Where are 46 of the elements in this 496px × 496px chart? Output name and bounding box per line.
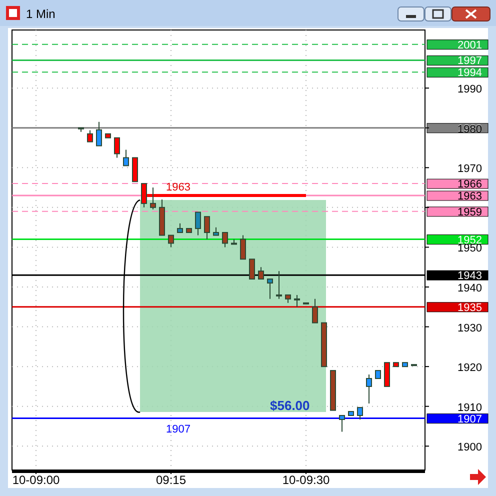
ref-line-label: 1959: [458, 206, 482, 218]
candlestick: [195, 212, 201, 236]
candlestick: [123, 149, 129, 166]
chart-title: 1 Min: [26, 7, 56, 21]
candlestick: [249, 258, 255, 280]
ref-line-label: 1943: [458, 270, 482, 282]
candlestick: [87, 130, 93, 142]
candlestick: [240, 234, 246, 260]
ref-line-label: 1935: [458, 302, 482, 314]
candlestick: [114, 137, 120, 158]
y-tick-label: 1920: [458, 362, 482, 374]
candlestick: [258, 266, 264, 280]
candlestick: [150, 187, 156, 210]
ref-line-label: 1966: [458, 178, 482, 191]
candlestick: [294, 294, 300, 308]
candlestick: [222, 232, 228, 248]
annotation: 1907: [166, 423, 190, 436]
candlestick: [168, 234, 174, 248]
y-tick-label: 1990: [458, 84, 482, 96]
x-tick-label: 10-09:00: [12, 473, 60, 487]
ref-line-label: 2001: [458, 39, 482, 52]
ref-line-label: 1994: [458, 67, 482, 80]
candlestick: [357, 407, 363, 420]
y-tick-label: 1910: [458, 402, 482, 414]
x-tick-label: 10-09:30: [282, 473, 330, 487]
candlestick: [276, 270, 282, 300]
y-tick-label: 1970: [458, 163, 482, 176]
y-tick-label: 1900: [458, 442, 482, 454]
candlestick: [384, 362, 390, 387]
candlestick: [267, 278, 273, 300]
candlestick: [177, 222, 183, 233]
annotation: $56.00: [270, 398, 310, 413]
candlestick: [204, 216, 210, 240]
candlestick: [96, 121, 102, 146]
y-tick-label: 1980: [458, 123, 482, 136]
ref-line-label: 1997: [458, 55, 482, 68]
x-tick-label: 09:15: [156, 473, 186, 487]
candlestick: [366, 374, 372, 404]
ref-line-label: 1907: [458, 413, 482, 426]
candlestick: [132, 157, 138, 182]
y-tick-label: 1930: [458, 322, 482, 334]
annotation: 1963: [166, 181, 190, 194]
candlestick: [339, 414, 345, 432]
candlestick: [312, 298, 318, 324]
y-tick-label: 1940: [458, 282, 482, 294]
ref-line-label: 1963: [458, 190, 482, 202]
